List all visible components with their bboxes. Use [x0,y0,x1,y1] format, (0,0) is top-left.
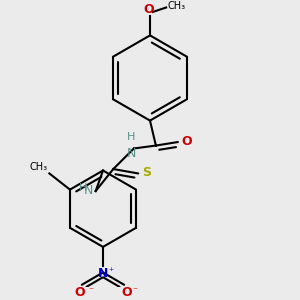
Text: ⁻: ⁻ [132,286,137,296]
Text: CH₃: CH₃ [168,1,186,11]
Text: H: H [127,132,136,142]
Text: N: N [127,147,136,160]
Text: N: N [83,184,93,197]
Text: O: O [143,3,154,16]
Text: O: O [121,286,132,299]
Text: S: S [142,167,151,179]
Text: O: O [182,135,192,148]
Text: N: N [98,267,108,280]
Text: ⁻: ⁻ [88,286,93,296]
Text: ⁺: ⁺ [108,267,113,277]
Text: O: O [74,286,85,299]
Text: H: H [79,183,87,193]
Text: CH₃: CH₃ [30,162,48,172]
